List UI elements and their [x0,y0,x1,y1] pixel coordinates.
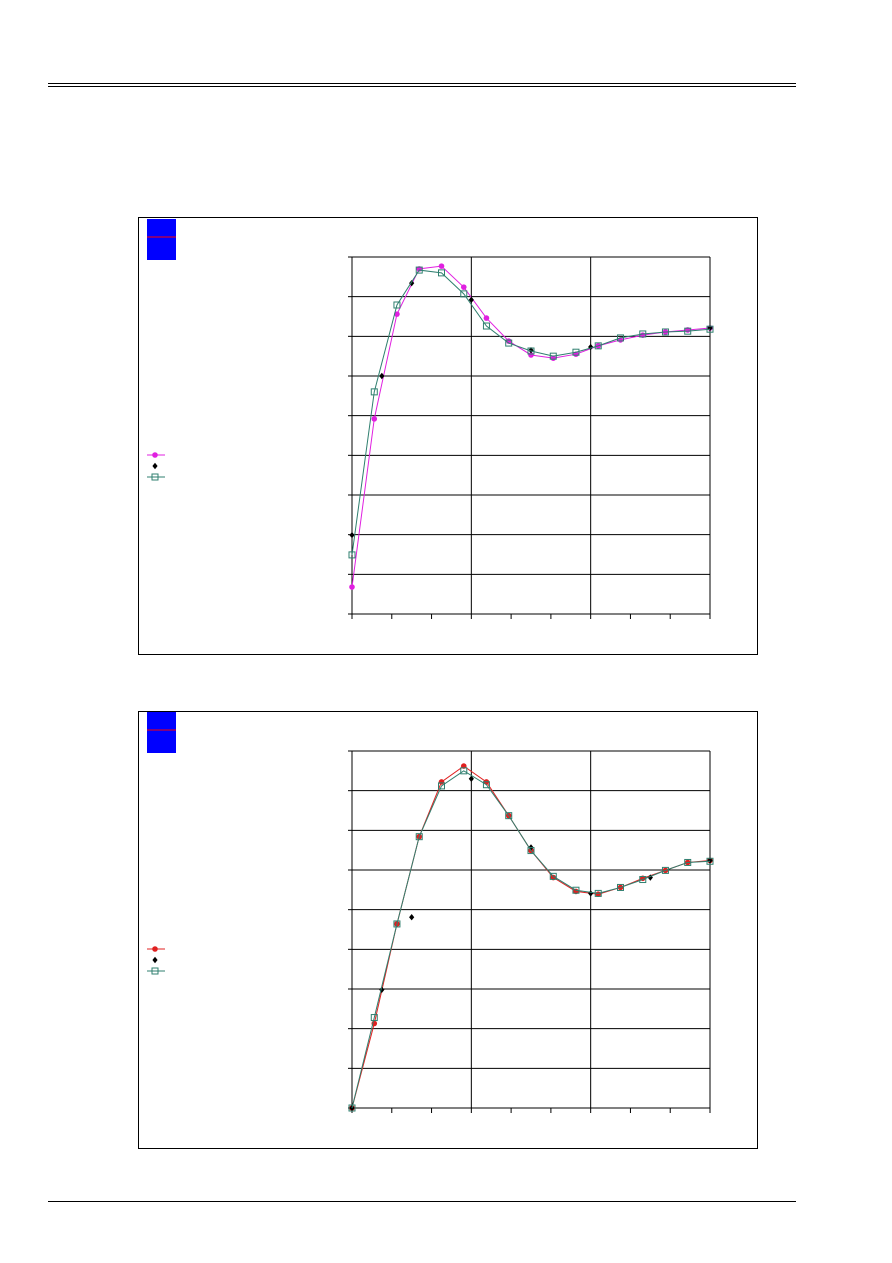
data-point [394,311,400,317]
legend-marker [152,462,158,470]
data-point [527,847,535,855]
data-point [572,886,580,894]
data-point [482,781,490,789]
data-point [706,857,714,865]
chart-frame [138,711,758,1149]
data-point [482,322,490,330]
data-point [349,584,355,590]
series-line [351,269,711,555]
footer-rule [48,1201,796,1202]
data-point [505,812,513,820]
data-point [393,301,401,309]
legend-marker [152,452,158,458]
data-point [684,858,692,866]
chart [138,217,758,655]
data-point [661,866,669,874]
data-point [639,876,647,884]
header-rule [48,83,796,84]
logo-box [147,219,176,260]
data-point [460,767,468,775]
data-point [588,343,594,351]
data-point [483,315,490,321]
data-point [684,327,692,335]
data-point [370,388,378,396]
data-point [527,347,535,355]
data-point [409,279,415,287]
data-point [438,779,445,785]
data-point [460,284,467,290]
data-point [438,269,445,277]
series-line [351,770,711,1109]
data-point [661,328,669,336]
legend-marker [152,956,158,964]
data-point [393,920,401,928]
legend-marker [151,967,159,975]
data-point [707,857,713,864]
data-point [617,883,624,891]
data-point [415,266,423,274]
logo-box [147,712,176,753]
data-point [505,339,513,347]
data-point [415,833,423,841]
legend-marker [152,946,158,952]
data-point [639,330,647,338]
data-point [438,263,445,269]
data-point [349,531,355,539]
chart [138,711,758,1149]
data-point [348,1104,356,1112]
data-point [348,551,356,559]
data-point [594,342,602,350]
data-point [617,334,624,342]
data-point [549,352,557,360]
header-rule [48,86,796,87]
data-point [572,348,580,356]
legend-marker [151,473,159,481]
data-point [371,416,378,422]
data-point [460,290,468,298]
data-point [468,296,474,304]
data-point [370,1014,378,1022]
data-point [706,325,714,333]
data-point [438,782,445,790]
data-point [549,872,557,880]
data-point [594,889,602,897]
chart-frame [138,217,758,655]
